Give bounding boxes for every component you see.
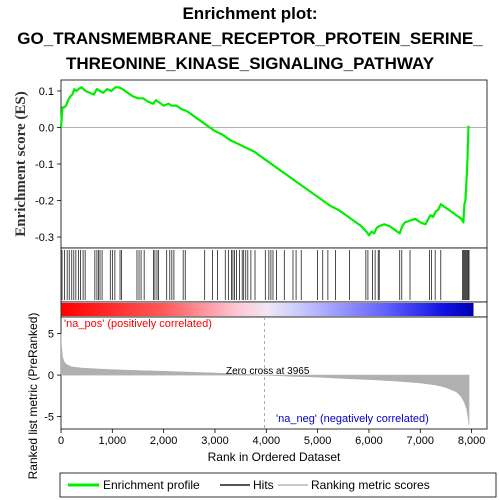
zero-cross-label: Zero cross at 3965 (226, 366, 310, 377)
es-y-tick-label: 0.1 (39, 86, 54, 98)
es-y-tick-label: -0.3 (35, 232, 54, 244)
title-line-3: THREONINE_KINASE_SIGNALING_PATHWAY (66, 54, 435, 73)
x-tick-label: 2,000 (150, 435, 178, 447)
x-tick-label: 6,000 (355, 435, 383, 447)
es-layer (59, 86, 487, 237)
x-tick-label: 5,000 (304, 435, 332, 447)
rank-colorbar (61, 303, 474, 316)
metric-y-tick-label: 5 (48, 329, 54, 341)
axis-layer: 0.1 0.0 -0.1 -0.2 -0.3 5 0 -5 0 1,000 2,000 3,000 4,… (35, 86, 485, 447)
enrichment-profile-line (59, 86, 470, 237)
pos-label: 'na_pos' (positively correlated) (64, 318, 212, 330)
x-axis-label: Rank in Ordered Dataset (208, 450, 341, 464)
ranking-metric-area (60, 333, 470, 425)
x-tick-label: 3,000 (201, 435, 229, 447)
es-y-tick-label: -0.2 (35, 196, 54, 208)
hits-panel (60, 247, 488, 303)
title-line-1: Enrichment plot: (182, 4, 317, 23)
metric-y-tick-label: 0 (48, 370, 54, 382)
es-y-tick-label: -0.1 (35, 159, 54, 171)
title-line-2: GO_TRANSMEMBRANE_RECEPTOR_PROTEIN_SERINE… (17, 29, 483, 48)
legend-enrichment-label: Enrichment profile (103, 478, 200, 492)
metric-y-axis-label: Ranked list metric (PreRanked) (26, 313, 40, 480)
es-y-tick-label: 0.0 (39, 122, 54, 134)
hits-layer (61, 250, 470, 300)
metric-y-tick-label: -5 (44, 412, 54, 424)
x-tick-label: 4,000 (253, 435, 281, 447)
es-y-axis-label: Enrichment score (ES) (13, 91, 29, 237)
metric-layer (60, 317, 470, 429)
x-tick-label: 8,000 (458, 435, 486, 447)
x-tick-label: 0 (58, 435, 64, 447)
neg-label: 'na_neg' (negatively correlated) (276, 413, 429, 425)
legend-hits-label: Hits (253, 478, 274, 492)
legend-ranking-label: Ranking metric scores (311, 478, 430, 492)
x-tick-label: 1,000 (99, 435, 127, 447)
x-tick-label: 7,000 (407, 435, 435, 447)
